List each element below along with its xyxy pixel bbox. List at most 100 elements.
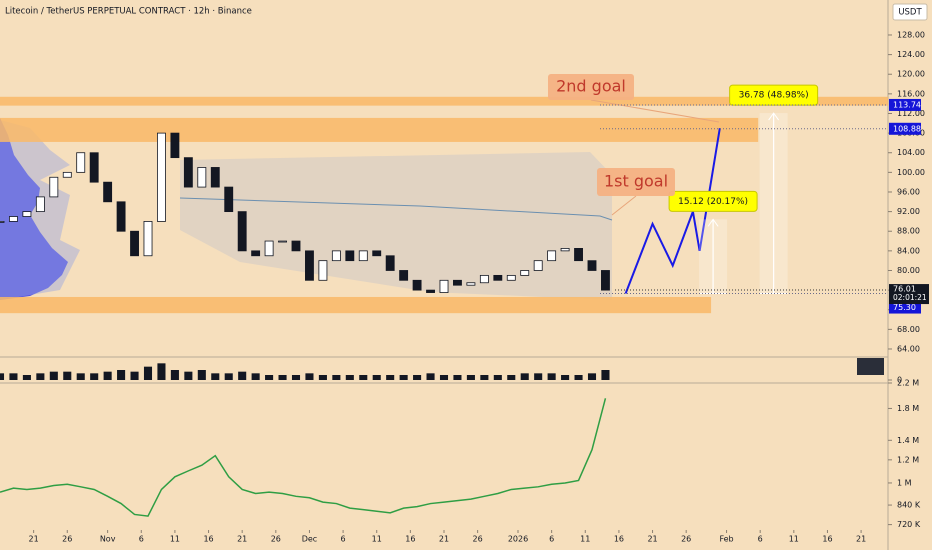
callout-line [611, 195, 637, 216]
volume-bar [561, 375, 570, 380]
x-tick-label: Nov [100, 535, 116, 544]
x-tick-label: 26 [271, 535, 281, 544]
volume-bar [439, 375, 449, 380]
indicator-line [0, 398, 607, 517]
candle [426, 289, 435, 293]
currency-label[interactable]: USDT [898, 8, 922, 18]
volume-bar [318, 375, 327, 380]
price-tag-box [889, 98, 921, 111]
volume-bar [90, 373, 99, 380]
volume-bar [117, 370, 126, 380]
candle [520, 270, 530, 276]
x-tick-label: 26 [681, 535, 691, 544]
candle [197, 167, 207, 188]
candle [35, 196, 45, 213]
volume-bar [332, 375, 341, 380]
candle [237, 211, 247, 252]
volume-bar [399, 375, 408, 380]
candle [116, 201, 126, 232]
candle [479, 274, 489, 284]
y-tick-label: 80.00 [897, 266, 920, 275]
candle [89, 152, 99, 183]
volume-bar [372, 375, 381, 380]
x-tick-label: 6 [341, 535, 346, 544]
volume-bar [291, 375, 301, 380]
volume-bar [601, 370, 610, 380]
candle [331, 250, 341, 262]
candle [103, 181, 113, 203]
last-price-box [889, 284, 929, 305]
volume-bar [507, 375, 516, 380]
measure-label: 15.12 (20.17%) [678, 197, 748, 207]
volume-bar [49, 371, 58, 380]
x-tick-label: 6 [139, 535, 144, 544]
candle [560, 248, 570, 252]
x-tick-label: Feb [719, 535, 733, 544]
y-tick-label: 64.00 [897, 344, 920, 353]
x-tick-label: 26 [62, 535, 72, 544]
volume-bar [184, 371, 193, 380]
candle [251, 250, 261, 257]
y-tick-label: 120.00 [897, 70, 925, 79]
price-tag-box [889, 122, 921, 135]
x-tick-label: 16 [203, 535, 213, 544]
volume-profile [0, 118, 68, 300]
x-tick-label: Dec [302, 535, 317, 544]
x-tick-label: 21 [856, 535, 866, 544]
candle [305, 250, 314, 281]
candle [278, 240, 287, 243]
volume-bar [413, 375, 422, 380]
y-tick-label: 88.00 [897, 227, 920, 236]
candle [0, 221, 5, 223]
currency-button[interactable] [892, 3, 928, 21]
last-price: 76.01 [893, 285, 916, 294]
x-tick-label: 26 [473, 535, 483, 544]
x-tick-label: 21 [237, 535, 247, 544]
candle [358, 250, 368, 262]
x-tick-label: 21 [647, 535, 657, 544]
candle [76, 152, 86, 173]
annotation-box [548, 74, 634, 100]
volume-bar [520, 373, 529, 380]
y-tick-label: 96.00 [897, 187, 920, 196]
y-tick-label: 116.00 [897, 89, 925, 98]
pane-control[interactable] [857, 358, 884, 375]
price-tag: 113.74 [893, 100, 921, 109]
candle [130, 230, 139, 257]
x-tick-label: 21 [439, 535, 449, 544]
candle [210, 167, 220, 188]
volume-bar [265, 375, 274, 380]
volume-bar [197, 370, 206, 380]
zone [0, 296, 712, 314]
y-tick-label: 112.00 [897, 109, 925, 118]
price-tag: 108.88 [893, 124, 921, 133]
candle [9, 216, 18, 222]
candle [493, 274, 503, 281]
volume-bar [386, 375, 395, 380]
volume-bar [251, 373, 260, 380]
volume-bar [157, 363, 166, 380]
x-tick-label: 16 [614, 535, 624, 544]
volume-bar [547, 373, 556, 380]
zone [0, 96, 888, 106]
volume-bar [143, 366, 153, 380]
candle [183, 157, 193, 188]
candle [506, 274, 516, 281]
volume-bar [466, 375, 475, 380]
candle [372, 250, 382, 257]
arrow-head [707, 218, 719, 227]
volume-bar [238, 371, 247, 380]
volume-bar [224, 373, 233, 380]
candle [224, 186, 234, 213]
y-tick-label: 124.00 [897, 50, 925, 59]
price-tag-box [889, 301, 921, 314]
candle [62, 171, 72, 178]
volume-bar [426, 373, 435, 380]
zone [0, 117, 759, 142]
volume-bar [170, 370, 179, 380]
y-tick-label: 84.00 [897, 246, 920, 255]
candle [412, 279, 422, 291]
candle [547, 250, 557, 262]
countdown: 02:01:21 [893, 293, 927, 302]
